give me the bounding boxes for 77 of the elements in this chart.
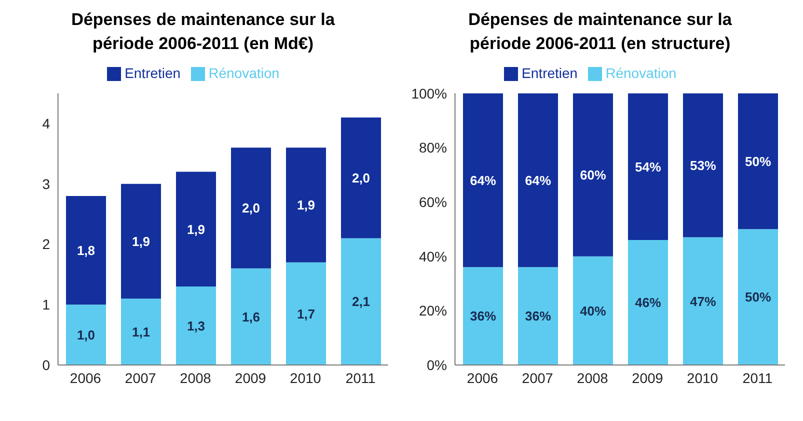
data-label: 1,6 xyxy=(242,309,260,324)
bar xyxy=(738,93,778,230)
x-tick-label: 2009 xyxy=(234,370,266,386)
x-tick-label: 2011 xyxy=(345,370,376,386)
data-label: 40% xyxy=(580,303,606,318)
data-label: 1,9 xyxy=(296,198,316,213)
y-tick-label: 40% xyxy=(418,248,447,264)
data-label: 50% xyxy=(744,154,772,169)
data-label: 64% xyxy=(470,172,496,188)
data-label: 50% xyxy=(744,290,772,305)
bar xyxy=(121,184,161,299)
y-tick-label: 100% xyxy=(411,85,447,102)
chart-title: Dépenses de maintenance sur la période 2006-2011 (en structure) xyxy=(467,9,733,55)
bar xyxy=(66,304,106,365)
data-label: 1,3 xyxy=(186,318,206,334)
data-label: 1,8 xyxy=(76,242,96,258)
chart-title: Dépenses de maintenance sur la période 2006-2011 (en Md€) xyxy=(70,9,336,55)
y-tick-label: 4 xyxy=(42,115,50,132)
y-tick-label: 2 xyxy=(42,236,50,252)
bar xyxy=(463,267,503,365)
bar xyxy=(518,93,558,268)
bar xyxy=(176,172,216,287)
bar xyxy=(738,229,778,365)
x-tick-label: 2007 xyxy=(124,370,156,386)
y-tick-label: 3 xyxy=(42,176,50,192)
data-label: 1,9 xyxy=(132,234,150,249)
y-tick-label: 20% xyxy=(418,302,447,319)
y-tick-label: 60% xyxy=(418,194,447,210)
data-label: 1,7 xyxy=(296,306,316,322)
data-label: 2,1 xyxy=(352,294,370,310)
bar xyxy=(286,148,326,262)
bar xyxy=(341,117,381,238)
bar xyxy=(286,262,326,365)
bar xyxy=(231,148,271,268)
x-tick-label: 2008 xyxy=(180,370,212,386)
data-label: 36% xyxy=(470,308,496,324)
data-label: 1,1 xyxy=(132,324,150,340)
x-tick-label: 2006 xyxy=(466,370,498,386)
legend-label: Entretien xyxy=(522,65,578,81)
y-tick-label: 0 xyxy=(42,356,50,373)
legend-label: Rénovation xyxy=(208,65,280,81)
bar xyxy=(341,238,381,365)
y-tick-label: 0% xyxy=(426,356,447,373)
bar xyxy=(518,267,558,365)
bar xyxy=(573,256,613,365)
data-label: 47% xyxy=(690,294,716,309)
y-tick-label: 1 xyxy=(42,296,50,313)
bar xyxy=(573,93,613,256)
x-tick-label: 2007 xyxy=(522,370,554,386)
y-tick-label: 80% xyxy=(418,140,447,156)
legend-label: Rénovation xyxy=(606,65,676,81)
data-label: 46% xyxy=(634,295,662,310)
bar xyxy=(66,196,106,305)
data-label: 1,0 xyxy=(76,327,96,342)
bar xyxy=(176,286,216,365)
data-label: 60% xyxy=(580,167,606,182)
bar xyxy=(628,93,668,240)
x-tick-label: 2009 xyxy=(632,370,664,386)
data-label: 2,0 xyxy=(242,200,260,216)
bar xyxy=(683,237,723,365)
bar xyxy=(628,240,668,365)
data-label: 1,9 xyxy=(186,222,206,237)
x-tick-label: 2006 xyxy=(70,370,102,386)
x-tick-label: 2011 xyxy=(742,370,773,386)
data-label: 2,0 xyxy=(352,170,370,186)
bar xyxy=(463,93,503,268)
legend-label: Entretien xyxy=(124,65,181,81)
data-label: 53% xyxy=(690,158,716,173)
x-tick-label: 2010 xyxy=(686,370,718,386)
bar xyxy=(683,93,723,238)
data-label: 36% xyxy=(524,308,552,324)
x-tick-label: 2010 xyxy=(290,370,322,386)
bar xyxy=(121,298,161,365)
data-label: 54% xyxy=(634,159,662,174)
x-tick-label: 2008 xyxy=(576,370,608,386)
bar xyxy=(231,268,271,365)
data-label: 64% xyxy=(524,172,552,188)
